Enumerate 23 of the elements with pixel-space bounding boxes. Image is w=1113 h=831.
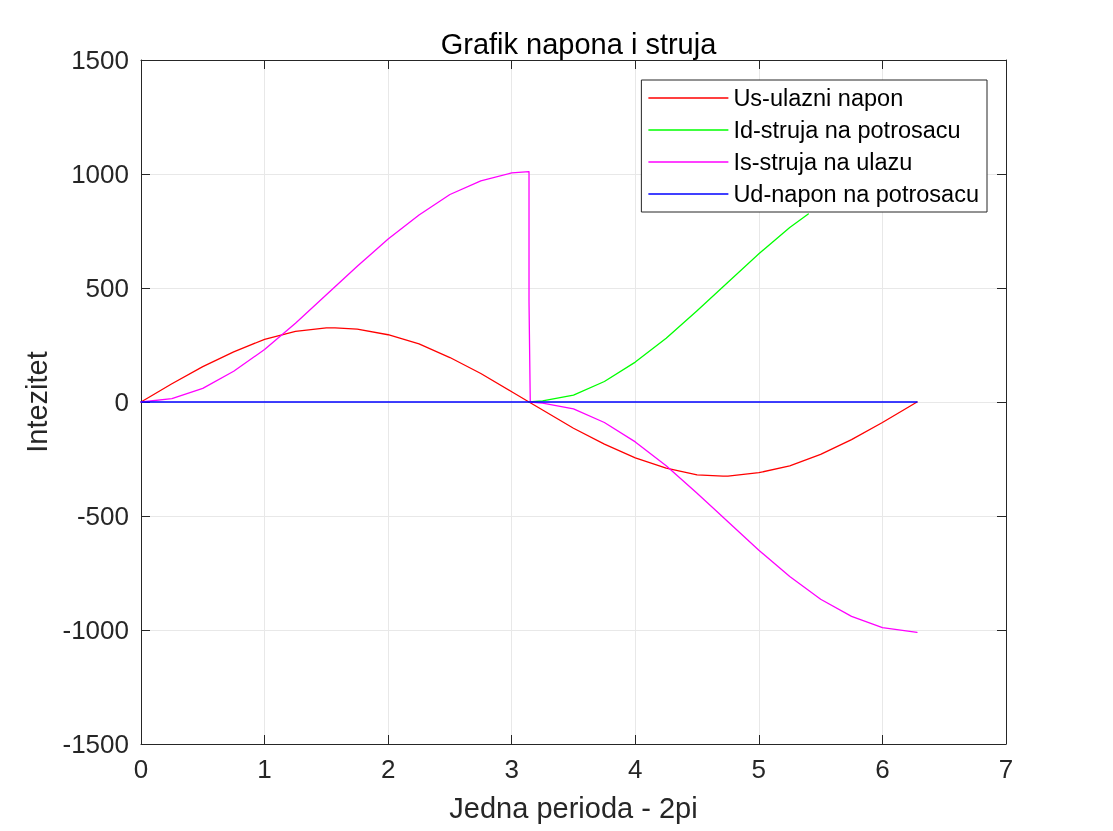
x-tick-label: 2 — [380, 754, 396, 784]
y-tick-label: 1000 — [71, 159, 129, 189]
x-tick-label: 5 — [751, 754, 767, 784]
x-tick-label: 7 — [998, 754, 1014, 784]
x-axis-title: Jedna perioda - 2pi — [449, 791, 698, 824]
legend-label: Is-struja na ulazu — [733, 149, 913, 175]
y-tick-label: -500 — [76, 501, 129, 531]
legend-label: Ud-napon na potrosacu — [733, 181, 980, 207]
y-tick-label: 0 — [114, 387, 129, 417]
x-tick-label: 6 — [875, 754, 890, 784]
legend-label: Us-ulazni napon — [733, 85, 904, 111]
x-tick-label: 3 — [504, 754, 519, 784]
x-tick-label: 1 — [257, 754, 272, 784]
y-axis-title: Intezitet — [21, 351, 54, 453]
y-tick-label: 1500 — [71, 45, 129, 75]
y-tick-label: -1000 — [62, 615, 129, 645]
legend-label: Id-struja na potrosacu — [733, 117, 961, 143]
x-tick-label: 0 — [133, 754, 149, 784]
chart-title: Grafik napona i struja — [440, 27, 718, 60]
x-tick-label: 4 — [628, 754, 643, 784]
y-tick-label: 500 — [85, 273, 129, 303]
line-series — [140, 327, 918, 477]
y-tick-label: -1500 — [62, 729, 129, 759]
